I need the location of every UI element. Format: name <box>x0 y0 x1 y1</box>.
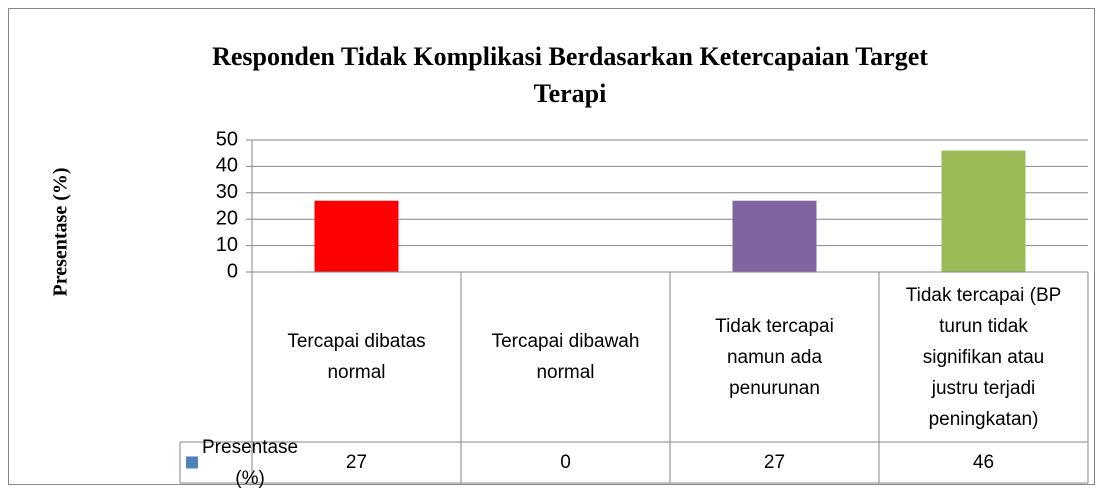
data-table-value: 46 <box>972 452 995 473</box>
legend-label: Presentase (%) <box>202 436 299 489</box>
y-tick-label: 40 <box>216 155 238 177</box>
y-tick-label: 0 <box>227 260 238 282</box>
data-table-value: 0 <box>560 452 571 473</box>
category-label: Tidak tercapai namun ada penurunan <box>715 315 834 399</box>
y-axis-label: Presentase (%) <box>50 167 72 296</box>
chart-border <box>8 8 1095 485</box>
bar <box>732 200 817 272</box>
category-label: Tidak tercapai (BP turun tidak signifika… <box>905 284 1062 430</box>
category-label: Tercapai dibatas normal <box>287 331 426 383</box>
legend-key <box>186 456 198 469</box>
y-tick-label: 10 <box>216 234 238 256</box>
data-table-value: 27 <box>345 452 368 473</box>
category-label: Tercapai dibawah normal <box>491 331 640 383</box>
bar <box>314 200 399 272</box>
y-tick-label: 50 <box>216 128 238 150</box>
data-table-value: 27 <box>763 452 786 473</box>
chart-title: Responden Tidak Komplikasi Berdasarkan K… <box>212 42 928 108</box>
y-tick-label: 20 <box>216 207 238 229</box>
y-tick-label: 30 <box>216 181 238 203</box>
bar <box>941 150 1026 272</box>
